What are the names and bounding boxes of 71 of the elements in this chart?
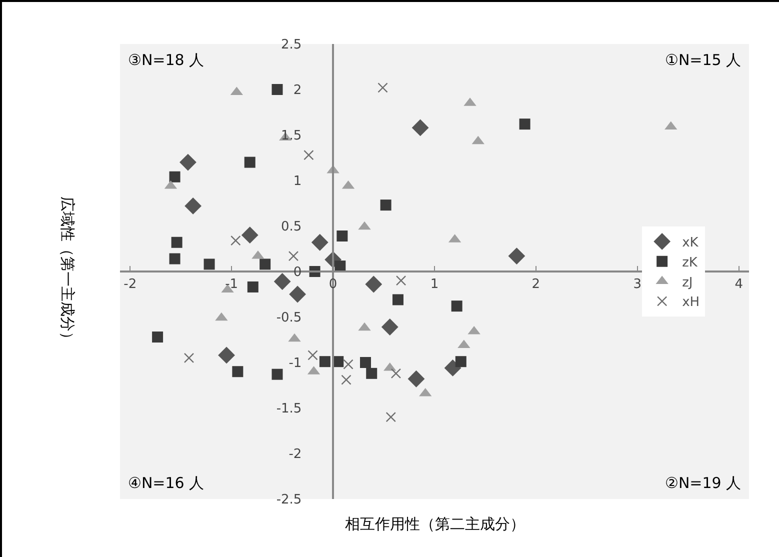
- point: [171, 236, 182, 248]
- point: [184, 198, 202, 214]
- point: [381, 318, 398, 336]
- point: [378, 82, 388, 93]
- y-tick-label: -1.5: [276, 402, 302, 417]
- point: [444, 360, 462, 376]
- x-tick-label: 4: [734, 276, 743, 292]
- y-tick-label: -2: [288, 447, 302, 462]
- point: [244, 156, 256, 168]
- point: [272, 368, 283, 380]
- point: [169, 171, 180, 182]
- point: [304, 150, 314, 160]
- point: [184, 352, 194, 364]
- legend-label: xH: [682, 295, 700, 310]
- point: [365, 276, 382, 293]
- legend-label: zJ: [682, 275, 693, 290]
- point: [218, 346, 235, 364]
- annotation: ④N=16 人: [128, 474, 204, 492]
- point: [308, 350, 318, 360]
- point: [260, 258, 271, 270]
- point: [366, 368, 378, 379]
- point: [380, 200, 392, 211]
- point: [247, 281, 258, 292]
- point: [319, 356, 330, 368]
- point: [360, 357, 372, 368]
- point: [311, 234, 328, 251]
- point: [289, 286, 306, 303]
- point: [204, 258, 215, 270]
- y-tick-label: 2: [293, 83, 302, 98]
- annotation: ③N=18 人: [128, 51, 204, 69]
- y-tick-label: -0.5: [276, 310, 302, 326]
- y-tick-label: -1: [288, 356, 302, 372]
- legend-label: zK: [682, 255, 698, 270]
- point: [519, 118, 530, 130]
- point: [232, 366, 244, 378]
- point: [451, 300, 462, 312]
- legend-label: xK: [682, 236, 699, 251]
- point: [343, 359, 354, 370]
- point: [386, 412, 396, 422]
- point: [169, 253, 180, 264]
- point: [274, 273, 291, 290]
- point: [241, 226, 258, 244]
- point: [272, 84, 283, 95]
- x-tick-label: 1: [430, 276, 439, 292]
- point: [412, 119, 429, 136]
- y-tick-label: -2.5: [276, 492, 302, 508]
- point: [230, 235, 241, 246]
- x-axis-title: 相互作用性（第二主成分）: [345, 515, 525, 533]
- y-tick-label: 1: [293, 174, 302, 190]
- annotation: ①N=15 人: [665, 51, 742, 69]
- point: [392, 294, 404, 306]
- point: [408, 370, 425, 388]
- y-tick-label: 1.5: [281, 128, 302, 144]
- point: [396, 276, 406, 286]
- point: [508, 248, 526, 264]
- point: [336, 230, 348, 242]
- point: [455, 356, 466, 368]
- point: [341, 374, 352, 385]
- x-tick-label: -1: [225, 276, 238, 292]
- y-tick-label: 0.5: [281, 220, 302, 235]
- y-axis-title: 広域性（第一主成分）: [58, 196, 77, 346]
- x-tick-label: 3: [633, 276, 642, 292]
- y-tick-label: 2.5: [281, 38, 302, 53]
- point: [152, 332, 164, 343]
- point: [180, 154, 196, 171]
- point: [334, 260, 346, 272]
- point: [288, 250, 299, 262]
- annotation: ②N=19 人: [665, 474, 742, 492]
- x-tick-label: -2: [124, 276, 137, 292]
- x-tick-label: 2: [532, 276, 540, 292]
- point: [390, 368, 402, 379]
